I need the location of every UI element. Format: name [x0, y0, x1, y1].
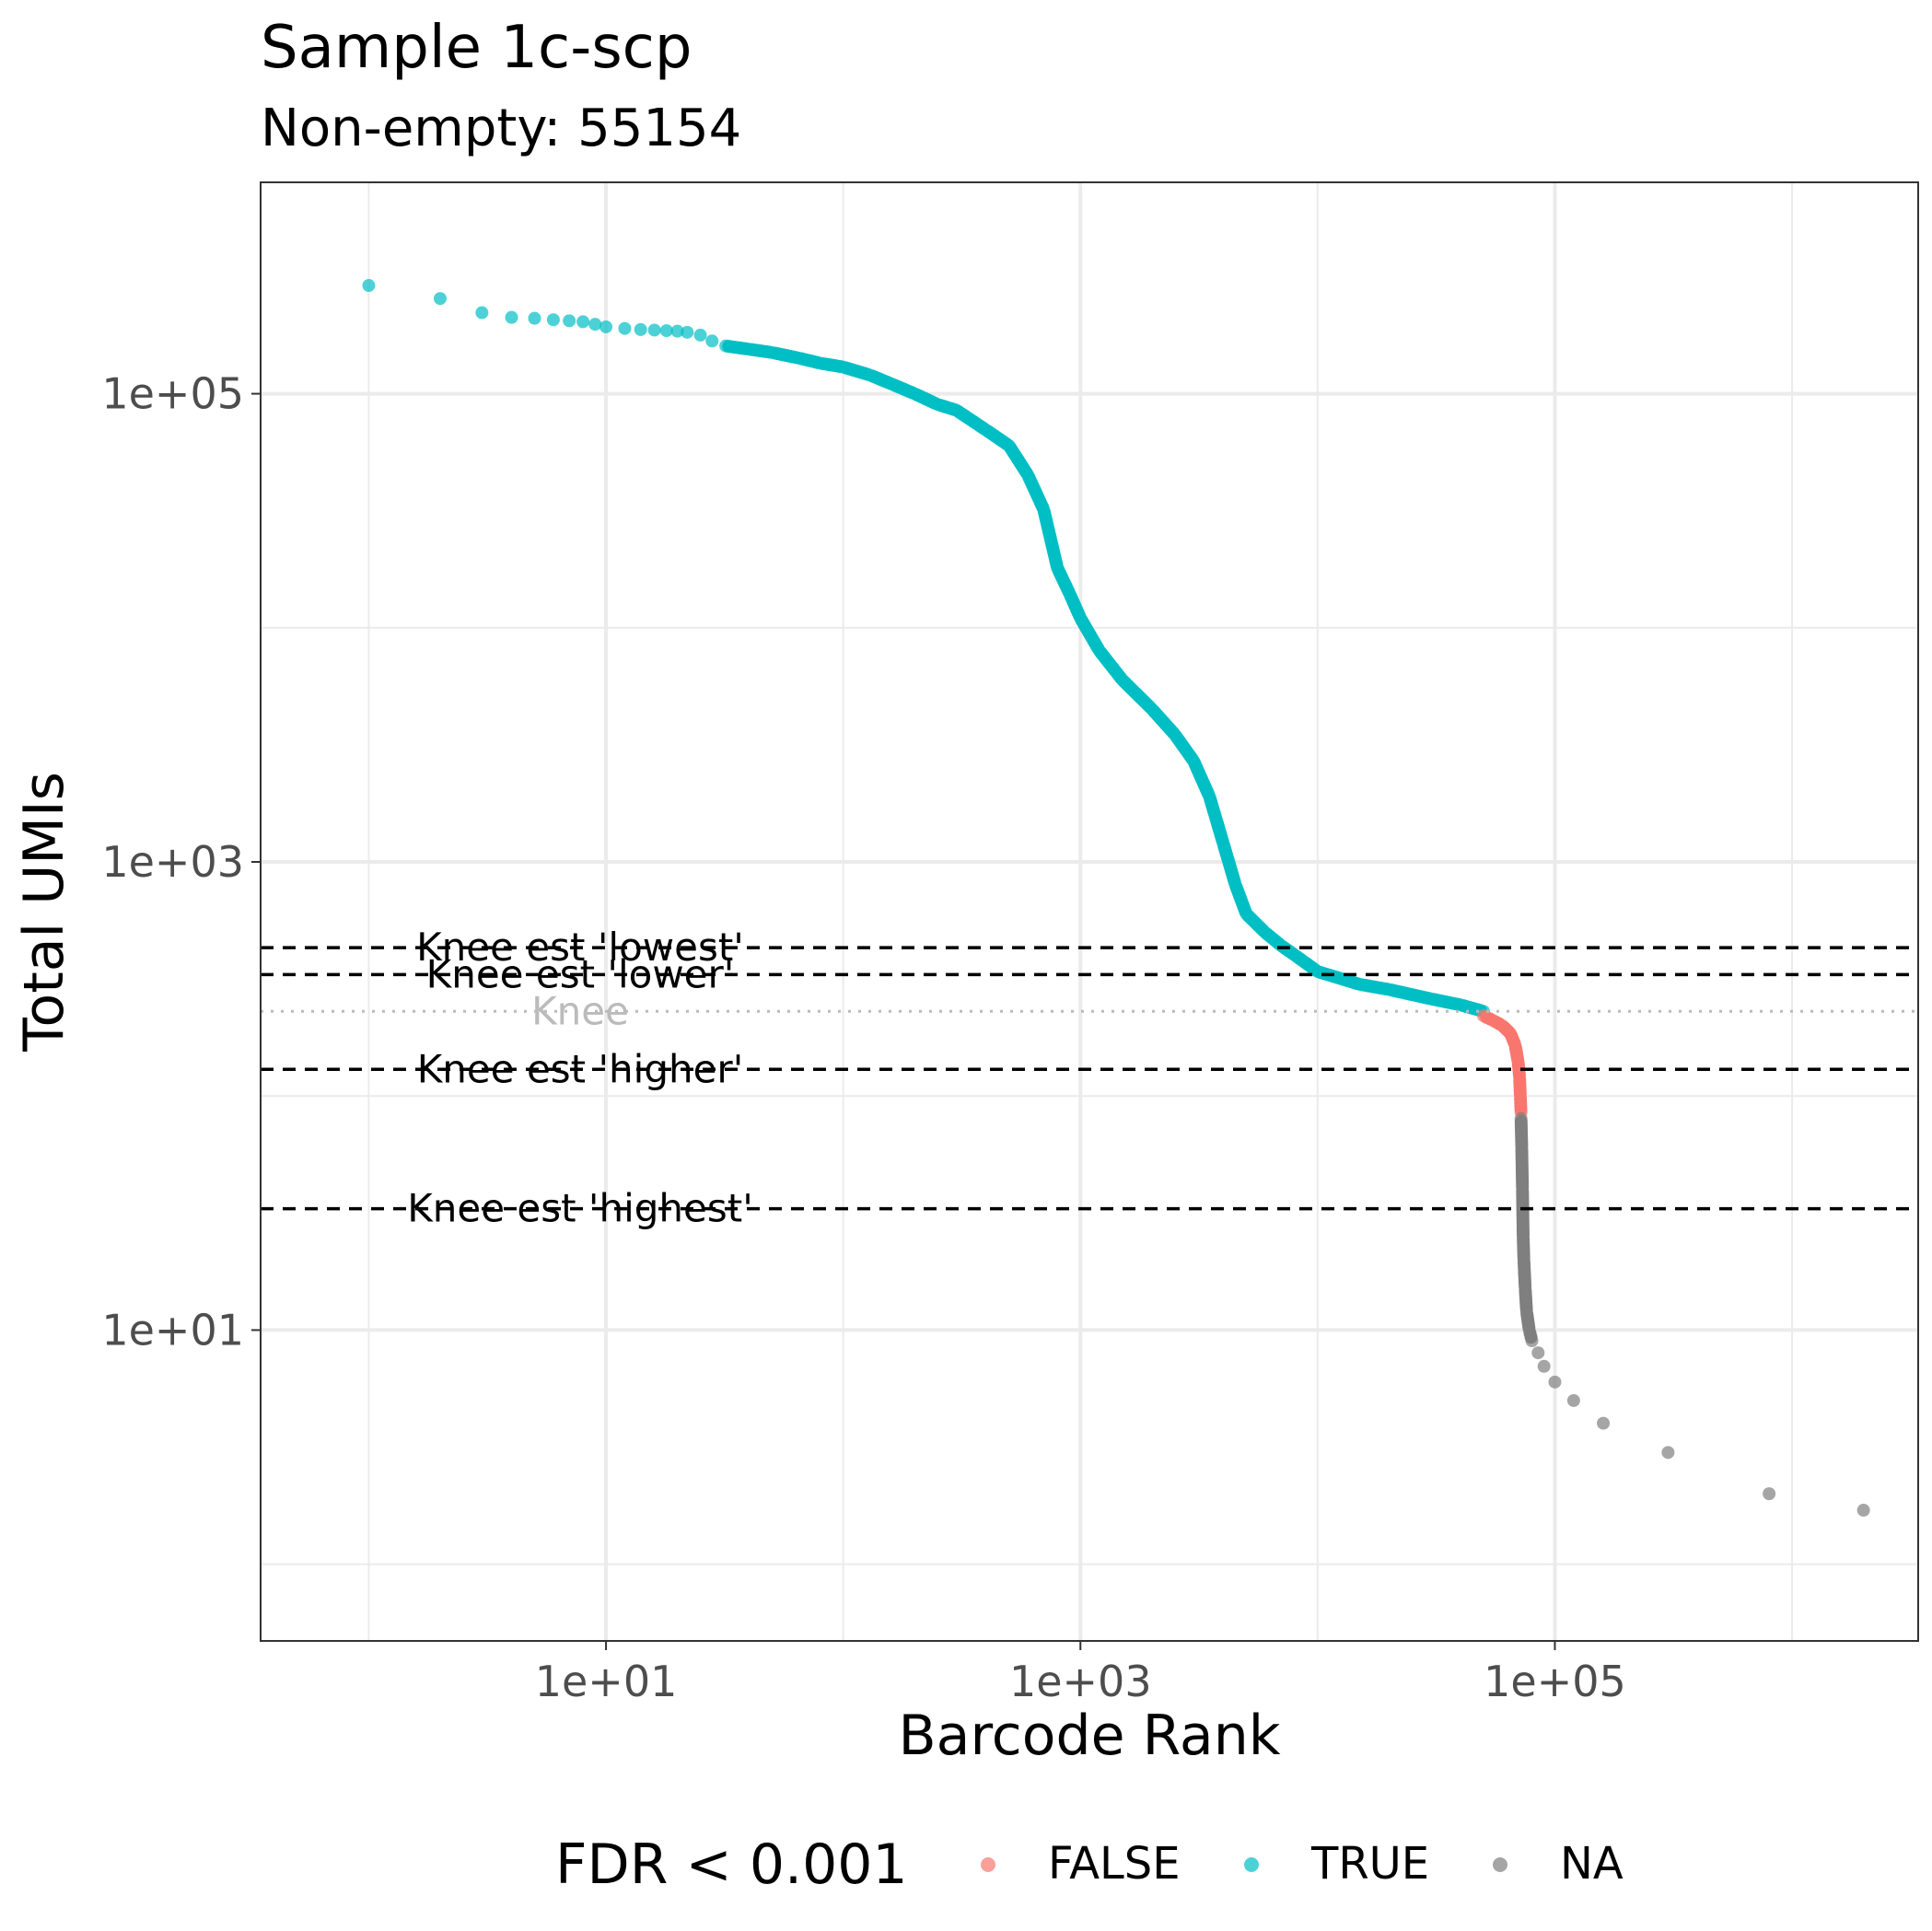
data-point: [1763, 1487, 1776, 1501]
data-point: [1531, 1346, 1545, 1360]
legend: FDR < 0.001 FALSE TRUE NA: [555, 1832, 1624, 1897]
plot-border: [260, 181, 1919, 1642]
data-point: [599, 320, 613, 333]
data-points: [362, 279, 1870, 1518]
x-tick-label: 1e+03: [1009, 1657, 1152, 1706]
chart-subtitle: Non-empty: 55154: [261, 99, 741, 158]
data-point: [670, 324, 684, 338]
knee-label: Knee: [531, 988, 629, 1033]
data-point: [1856, 1504, 1870, 1518]
legend-swatch: [981, 1857, 995, 1872]
data-point: [647, 323, 661, 337]
knee-estimate-label: Knee est 'lowest': [416, 925, 744, 970]
series-false: [1476, 1009, 1528, 1120]
data-point: [546, 313, 560, 327]
data-point: [1597, 1416, 1611, 1430]
legend-label: TRUE: [1310, 1838, 1429, 1890]
y-axis-ticks: 1e+01 1e+03 1e+05: [101, 369, 261, 1355]
data-point: [1537, 1359, 1551, 1373]
x-axis-ticks: 1e+01 1e+03 1e+05: [535, 1641, 1626, 1706]
legend-label: FALSE: [1048, 1838, 1181, 1890]
data-point: [705, 334, 719, 348]
data-point: [634, 322, 647, 336]
data-point: [1525, 1334, 1539, 1348]
data-point: [659, 324, 673, 338]
data-point: [576, 315, 590, 329]
data-point: [693, 328, 707, 342]
legend-swatch: [1244, 1857, 1259, 1872]
data-point: [528, 311, 541, 325]
legend-label: NA: [1560, 1838, 1624, 1890]
x-tick-label: 1e+01: [535, 1657, 678, 1706]
y-axis-label: Total UMIs: [12, 772, 76, 1053]
x-tick-label: 1e+05: [1484, 1657, 1626, 1706]
knee-reference-lines: Knee est 'lowest'Knee est 'lower' Knee es…: [261, 925, 1918, 1231]
data-point: [681, 325, 694, 339]
series-true: [362, 279, 1490, 1018]
legend-entries: FALSE TRUE NA: [981, 1838, 1624, 1890]
data-point: [433, 292, 447, 306]
legend-title: FDR < 0.001: [555, 1832, 908, 1897]
data-point: [505, 310, 518, 324]
knee-estimate-label: Knee est 'higher': [417, 1046, 744, 1091]
data-point: [588, 318, 602, 332]
y-tick-label: 1e+05: [101, 369, 244, 419]
knee-estimate-label: Knee est 'lower': [426, 951, 735, 996]
data-point: [475, 306, 489, 320]
grid-lines: [261, 182, 1918, 1641]
y-tick-label: 1e+03: [101, 837, 244, 887]
y-tick-label: 1e+01: [101, 1305, 244, 1355]
data-point: [563, 314, 576, 328]
data-point: [618, 321, 632, 335]
plot-panel: [261, 182, 1918, 1641]
data-point: [1661, 1446, 1675, 1460]
chart-title: Sample 1c-scp: [261, 14, 692, 82]
data-point: [1548, 1375, 1562, 1389]
data-point: [362, 279, 376, 293]
data-point: [1566, 1393, 1580, 1407]
series-na: [1514, 1111, 1870, 1518]
knee-estimate-label: Knee est 'highest': [407, 1186, 753, 1231]
x-axis-label: Barcode Rank: [899, 1704, 1281, 1768]
legend-swatch: [1493, 1857, 1507, 1872]
